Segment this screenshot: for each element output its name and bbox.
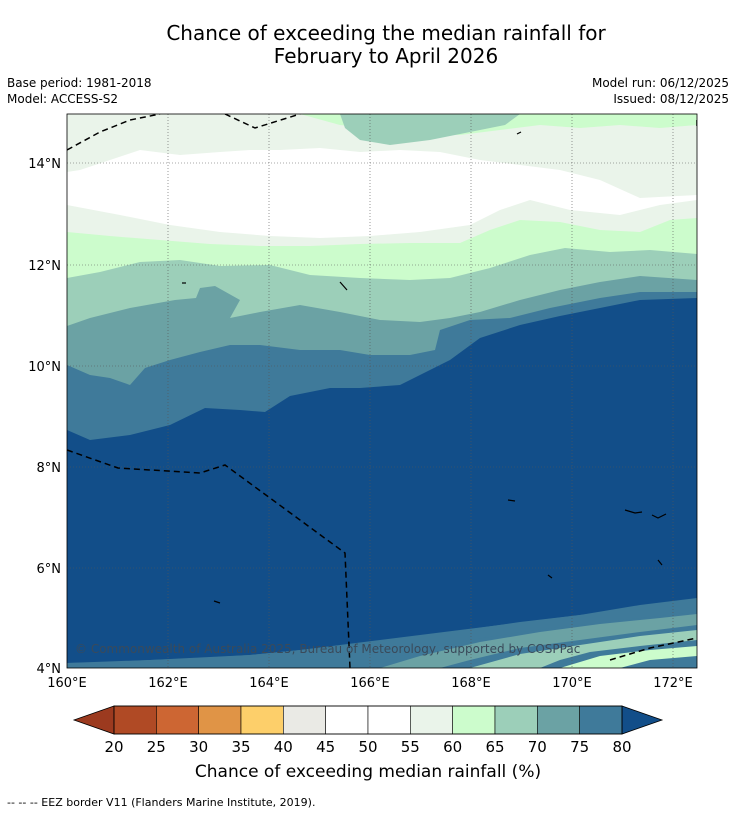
meta-left: Base period: 1981-2018 Model: ACCESS-S2 bbox=[7, 75, 152, 107]
colorbar-tick: 40 bbox=[274, 738, 293, 756]
colorbar-tick: 20 bbox=[104, 738, 123, 756]
lat-label: 6°N bbox=[37, 562, 62, 577]
title-line-2: February to April 2026 bbox=[273, 44, 499, 68]
colorbar-tick: 70 bbox=[528, 738, 547, 756]
colorbar-tick: 60 bbox=[443, 738, 462, 756]
footer-note: -- -- -- EEZ border V11 (Flanders Marine… bbox=[7, 796, 316, 809]
graticule bbox=[67, 114, 697, 668]
colorbar-segment bbox=[452, 705, 496, 735]
colorbar-segment bbox=[537, 705, 580, 735]
longitude-labels: 160°E 162°E 164°E 166°E 168°E 170°E 172°… bbox=[47, 676, 693, 691]
model-run: Model run: 06/12/2025 bbox=[591, 76, 729, 90]
map-frame bbox=[66, 113, 698, 669]
lat-label: 10°N bbox=[28, 360, 61, 375]
colorbar: 20 25 30 35 40 45 50 55 60 65 70 75 80 bbox=[72, 705, 664, 756]
colorbar-segment bbox=[579, 705, 623, 735]
colorbar-tick: 50 bbox=[358, 738, 377, 756]
colorbar-tick: 45 bbox=[316, 738, 335, 756]
lon-label: 170°E bbox=[552, 676, 592, 691]
lat-label: 12°N bbox=[28, 259, 61, 274]
copyright-notice: © Commonwealth of Australia 2025, Bureau… bbox=[75, 642, 580, 656]
colorbar-tick: 65 bbox=[485, 738, 504, 756]
eez-border bbox=[67, 114, 697, 668]
issued-date: Issued: 08/12/2025 bbox=[613, 92, 729, 106]
colorbar-tick: 55 bbox=[401, 738, 420, 756]
colorbar-tick: 80 bbox=[612, 738, 631, 756]
lon-label: 164°E bbox=[249, 676, 289, 691]
lon-label: 166°E bbox=[350, 676, 390, 691]
lon-label: 172°E bbox=[653, 676, 693, 691]
colorbar-segment bbox=[283, 705, 326, 735]
lat-label: 8°N bbox=[37, 461, 62, 476]
map-title: Chance of exceeding the median rainfall … bbox=[0, 22, 736, 68]
colorbar-tick: 30 bbox=[189, 738, 208, 756]
colorbar-low-extend bbox=[72, 705, 115, 735]
colorbar-ticks: 20 25 30 35 40 45 50 55 60 65 70 75 80 bbox=[104, 738, 631, 756]
base-period: Base period: 1981-2018 bbox=[7, 76, 152, 90]
title-line-1: Chance of exceeding the median rainfall … bbox=[166, 21, 606, 45]
colorbar-segment bbox=[325, 705, 369, 735]
lat-label: 14°N bbox=[28, 157, 61, 172]
colorbar-segment bbox=[367, 705, 411, 735]
lon-label: 160°E bbox=[47, 676, 87, 691]
model-name: Model: ACCESS-S2 bbox=[7, 92, 119, 106]
rainfall-contours: © Commonwealth of Australia 2025, Bureau… bbox=[67, 114, 697, 668]
colorbar-tick: 35 bbox=[231, 738, 250, 756]
colorbar-tick: 75 bbox=[570, 738, 589, 756]
contour-south-70-75 bbox=[380, 614, 697, 668]
colorbar-segments bbox=[113, 705, 623, 735]
contour-south-60-65 bbox=[560, 646, 697, 668]
colorbar-high-extend bbox=[621, 705, 664, 735]
lon-label: 162°E bbox=[148, 676, 188, 691]
islands bbox=[182, 131, 667, 604]
colorbar-segment bbox=[240, 705, 284, 735]
lon-label: 168°E bbox=[451, 676, 491, 691]
lat-label: 4°N bbox=[37, 662, 62, 677]
meta-right: Model run: 06/12/2025 Issued: 08/12/2025 bbox=[592, 75, 729, 107]
colorbar-title: Chance of exceeding median rainfall (%) bbox=[194, 762, 542, 782]
map-figure: © Commonwealth of Australia 2025, Bureau… bbox=[28, 113, 698, 756]
colorbar-segment bbox=[410, 705, 453, 735]
colorbar-segment bbox=[113, 705, 157, 735]
contour-south-75-80 bbox=[67, 598, 697, 668]
latitude-labels: 14°N 12°N 10°N 8°N 6°N 4°N bbox=[28, 157, 61, 677]
colorbar-tick: 25 bbox=[147, 738, 166, 756]
colorbar-segment bbox=[494, 705, 538, 735]
colorbar-frame bbox=[113, 705, 623, 735]
contour-80-plus bbox=[67, 298, 697, 663]
colorbar-segment bbox=[156, 705, 199, 735]
contour-south-65-70 bbox=[470, 630, 697, 668]
colorbar-segment bbox=[198, 705, 242, 735]
